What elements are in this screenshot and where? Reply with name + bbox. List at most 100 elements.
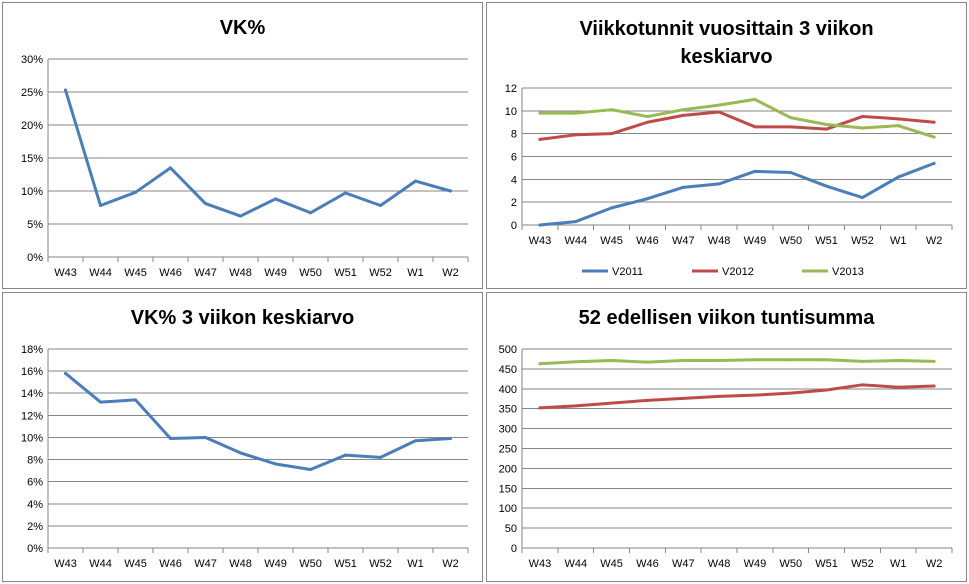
x-tick-label: W44 [564,235,587,247]
data-point [309,211,312,215]
chart-title: Viikkotunnit vuosittain 3 viikon keskiar… [487,15,966,71]
x-tick-label: W45 [600,235,623,247]
data-point [134,398,137,402]
data-point [610,401,614,405]
y-tick-label: 8% [27,455,43,467]
x-tick-label: W44 [89,267,112,279]
data-point [645,360,649,364]
x-tick-label: W45 [124,267,147,279]
series-line [538,358,936,366]
y-tick-label: 20% [21,120,43,132]
x-tick-label: W45 [124,558,147,570]
data-point [717,394,721,398]
x-tick-label: W43 [54,267,77,279]
hours-sum-52wk-chart: 0 50 100 150 200 250 300 350 400 450 500 W43 W44 W45 W… [499,344,953,570]
data-point [860,126,864,130]
data-point [239,214,242,218]
y-tick-label: 450 [499,364,517,376]
y-tick-label: 30% [21,54,43,66]
data-point [414,179,417,183]
y-tick-label: 4% [27,499,43,511]
x-tick-label: W47 [194,267,217,279]
x-tick-label: W48 [229,558,252,570]
y-tick-label: 14% [21,388,43,400]
series-line [538,110,936,141]
x-tick-label: W52 [851,235,874,247]
chart-panel-52wk-sum: 52 edellisen viikon tuntisumma 0 50 100 150… [486,292,967,582]
y-tick-label: 15% [21,153,43,165]
x-tick-label: W47 [672,558,695,570]
x-tick-label: W48 [229,267,252,279]
data-point [134,190,137,194]
data-point [538,406,542,410]
data-point [825,388,829,392]
x-tick-label: W44 [89,558,112,570]
data-point [896,175,900,179]
data-point [860,383,864,387]
x-tick-label: W49 [264,558,287,570]
legend-label: V2013 [832,266,864,278]
data-point [204,202,207,206]
data-point [860,115,864,119]
data-point [610,359,614,363]
data-point [717,182,721,186]
chart-panel-weekly-hours: Viikkotunnit vuosittain 3 viikon keskiar… [486,2,967,289]
y-tick-label: 150 [499,483,517,495]
data-point [825,358,829,362]
chart-title: 52 edellisen viikon tuntisumma [578,307,875,329]
data-point [309,468,312,472]
data-point [717,359,721,363]
x-tick-label: W50 [779,558,802,570]
y-tick-label: 4 [511,174,517,186]
data-point [681,396,685,400]
x-tick-label: W1 [890,558,907,570]
x-tick-label: W46 [159,558,182,570]
data-point [204,435,207,439]
x-tick-label: W44 [564,558,587,570]
x-tick-label: W2 [926,235,943,247]
x-tick-label: W46 [636,558,659,570]
data-point [753,169,757,173]
data-point [681,113,685,117]
data-point [574,360,578,364]
y-tick-label: 6 [511,152,517,164]
y-tick-label: 50 [505,523,517,535]
x-tick-label: W1 [890,235,907,247]
x-tick-label: W49 [744,558,767,570]
data-point [717,110,721,114]
data-point [449,189,452,193]
x-tick-label: W50 [779,235,802,247]
data-point [789,125,793,129]
x-tick-label: W46 [159,267,182,279]
chart-title: VK% 3 viikon keskiarvo [130,307,355,329]
y-tick-label: 12 [505,83,517,95]
legend-label: V2011 [612,266,643,278]
data-point [896,117,900,121]
x-tick-label: W49 [744,235,767,247]
data-point [538,111,542,115]
data-point [379,455,382,459]
y-tick-label: 12% [21,410,43,422]
data-point [932,359,936,363]
x-tick-label: W49 [264,267,287,279]
y-tick-label: 2 [511,197,517,209]
data-point [753,97,757,101]
y-tick-label: 100 [499,503,517,515]
data-point [825,184,829,188]
data-point [574,220,578,224]
data-point [753,358,757,362]
y-tick-label: 300 [499,424,517,436]
series-line [64,88,452,218]
x-tick-label: W47 [672,235,695,247]
data-point [99,204,102,208]
data-point [574,133,578,137]
y-tick-label: 0 [511,220,517,232]
data-point [789,358,793,362]
x-tick-label: W51 [334,267,357,279]
y-tick-label: 2% [27,521,43,533]
y-tick-label: 400 [499,384,517,396]
data-point [860,359,864,363]
data-point [932,135,936,139]
x-tick-label: W2 [926,558,943,570]
series-line [538,97,936,139]
